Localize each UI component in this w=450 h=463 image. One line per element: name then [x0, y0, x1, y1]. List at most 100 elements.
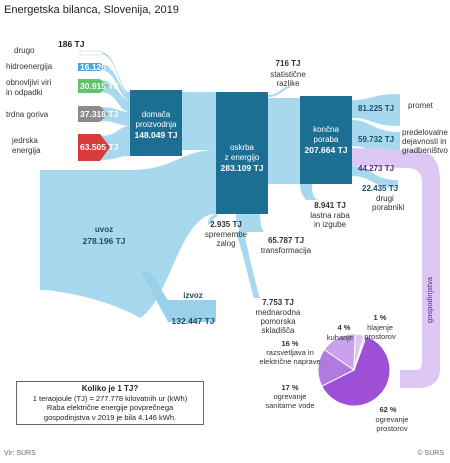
bunkers-label-2: pomorska	[260, 317, 296, 326]
source-label-renewables-2: in odpadki	[6, 88, 43, 97]
node-supply	[216, 92, 268, 214]
flow-transport	[352, 94, 400, 126]
transport-label: promet	[408, 101, 434, 110]
bunkers-label-3: skladišča	[262, 326, 295, 335]
node-supply-label-2: z energijo	[225, 153, 260, 162]
flow-renewables	[100, 80, 130, 112]
pie-label-cooling-2: prostorov	[364, 332, 396, 341]
trade-labels: uvoz 278.196 TJ izvoz 132.447 TJ	[82, 225, 214, 326]
pie-slice-cooling	[353, 334, 367, 371]
flow-others	[352, 166, 398, 188]
pie-label-cooking: kuhanje	[327, 333, 353, 342]
source-value-renewables: 30.915 TJ	[80, 81, 119, 91]
source-label-renewables-1: obnovljivi viri	[6, 78, 52, 87]
source-labels: drugo hidroenergija obnovljivi viri in o…	[6, 46, 53, 155]
industry-label-1: predelovalne	[402, 128, 448, 137]
flow-export	[140, 270, 216, 322]
own-use-value: 8.941 TJ	[314, 201, 346, 210]
export-value: 132.447 TJ	[171, 316, 214, 326]
pie-label-cooling-1: hlajenje	[367, 323, 393, 332]
transform-value: 65.787 TJ	[268, 236, 304, 245]
transform-label: transformacija	[261, 246, 312, 255]
pie-label-space-heating-1: ogrevanje	[376, 415, 409, 424]
pie-label-space-heating-2: prostorov	[376, 424, 408, 433]
stock-label-2: zalog	[216, 239, 235, 248]
node-texts: domača proizvodnja 148.049 TJ oskrba z e…	[134, 110, 347, 173]
page-title: Energetska bilanca, Slovenija, 2019	[4, 4, 179, 16]
stock-label-1: spremembe	[205, 230, 248, 239]
pie-label-water-pct: 17 %	[281, 383, 298, 392]
node-domestic	[130, 90, 182, 156]
others-label-1: drugi	[376, 194, 394, 203]
flow-bands	[40, 52, 440, 388]
bunkers-value: 7.753 TJ	[262, 298, 294, 307]
source-value-hydro: 16.126 TJ	[80, 62, 119, 72]
flow-households	[352, 148, 440, 388]
flow-labels: 716 TJ statistične razlike 2.935 TJ spre…	[205, 59, 350, 335]
source-label-drugo: drugo	[14, 46, 35, 55]
source-values: 186 TJ 16.126 TJ 30.915 TJ 37.318 TJ 63.…	[58, 39, 119, 152]
flow-import	[40, 150, 216, 318]
flow-industry	[352, 120, 400, 158]
info-box: Koliko je 1 TJ? 1 teraojoule (TJ) = 277.…	[16, 381, 204, 425]
bunkers-label-1: mednarodna	[256, 308, 301, 317]
pie-label-lighting-pct: 16 %	[281, 339, 298, 348]
pie-label-water-2: sanitarne vode	[265, 401, 314, 410]
households-value: 44.273 TJ	[358, 164, 394, 173]
flow-transformation	[236, 214, 264, 232]
own-use-label-1: lastna raba	[310, 211, 350, 220]
node-final-label-1: končna	[313, 125, 339, 134]
info-heading: Koliko je 1 TJ?	[81, 384, 139, 393]
source-bar-solid	[78, 106, 108, 122]
industry-label-2: dejavnosti in	[402, 137, 446, 146]
node-supply-value: 283.109 TJ	[220, 163, 263, 173]
stat-label-2: razlike	[276, 79, 300, 88]
info-line-3: gospodinjstva v 2019 je bila 4.146 kWh.	[43, 412, 177, 422]
source-bar-renewables	[78, 79, 108, 93]
households-label: gospodinjstva	[425, 276, 434, 323]
pie-label-space-heating-pct: 62 %	[379, 405, 396, 414]
flow-stat	[268, 86, 290, 97]
pie-label-lighting-2: električne naprave	[259, 357, 320, 366]
node-domestic-label-1: domača	[142, 110, 171, 119]
flow-domestic-supply	[182, 92, 216, 150]
flow-solid	[100, 107, 130, 126]
stock-value: 2.935 TJ	[210, 220, 242, 229]
source-label-solid: trdna goriva	[6, 110, 49, 119]
source-label-hydro: hidroenergija	[6, 62, 53, 71]
others-value: 22.435 TJ	[362, 184, 398, 193]
household-pie	[317, 333, 391, 407]
pie-slice-space-heating	[321, 335, 391, 407]
pie-label-cooking-pct: 4 %	[338, 323, 351, 332]
source-value-drugo: 186 TJ	[58, 39, 85, 49]
flow-nuclear	[100, 126, 130, 160]
stat-value: 716 TJ	[276, 59, 301, 68]
stat-label-1: statistične	[270, 70, 306, 79]
export-label: izvoz	[183, 291, 203, 300]
flow-own-use	[300, 184, 318, 200]
pie-label-lighting-1: razsvetljava in	[266, 348, 314, 357]
node-boxes	[130, 90, 352, 214]
transport-value: 81.225 TJ	[358, 104, 394, 113]
import-value: 278.196 TJ	[82, 236, 125, 246]
source-value-solid: 37.318 TJ	[80, 109, 119, 119]
copyright-note: © SURS	[417, 450, 444, 457]
flow-supply-final	[268, 98, 300, 184]
own-use-label-2: in izgube	[314, 220, 347, 229]
flow-stock	[208, 214, 218, 224]
source-label-nuclear-1: jedrska	[11, 136, 38, 145]
pie-labels: 62 % ogrevanje prostorov 17 % ogrevanje …	[259, 313, 408, 433]
pie-label-cooling-pct: 1 %	[374, 313, 387, 322]
import-label: uvoz	[95, 225, 113, 234]
source-value-nuclear: 63.505 TJ	[80, 142, 119, 152]
source-label-nuclear-2: energija	[12, 146, 41, 155]
others-label-2: porabniki	[372, 203, 405, 212]
source-note: Vir: SURS	[4, 450, 36, 457]
flow-hydro	[100, 64, 130, 100]
industry-value: 59.732 TJ	[358, 135, 394, 144]
info-line-1: 1 teraojoule (TJ) = 277.778 kilovatnih u…	[32, 393, 188, 403]
flow-bunkers	[236, 232, 260, 298]
node-supply-label-1: oskrba	[230, 143, 255, 152]
industry-label-3: gradbeništvo	[402, 146, 448, 155]
